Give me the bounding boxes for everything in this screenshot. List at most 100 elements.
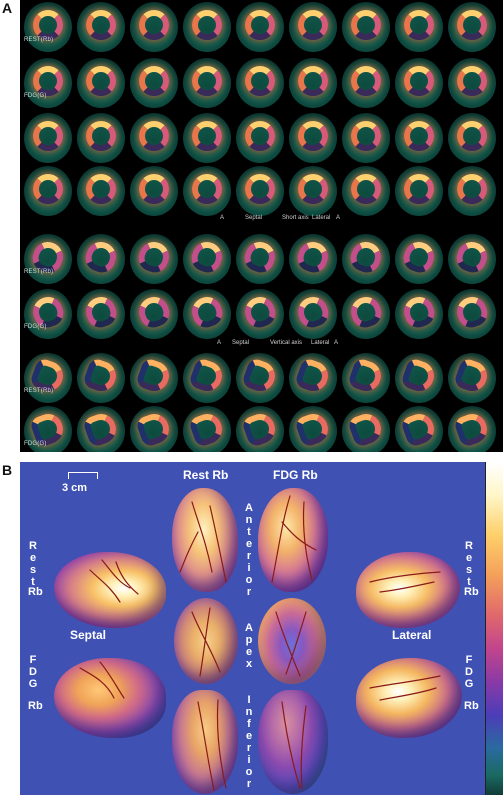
myocardium-uptake <box>457 121 487 151</box>
pet-slice <box>395 353 443 403</box>
heart-fdg-lateral <box>356 658 462 738</box>
rest-rb-top-label: Rest Rb <box>183 468 229 482</box>
pet-slice <box>24 58 72 108</box>
pet-slice <box>395 289 443 339</box>
myocardium-uptake <box>134 356 174 396</box>
pet-slice <box>77 2 125 52</box>
pet-slice <box>24 406 72 452</box>
pet-slice <box>395 234 443 284</box>
heart-fdg-inferior <box>258 690 328 794</box>
heart-fdg-anterior <box>258 488 328 592</box>
myocardium-uptake <box>134 237 174 277</box>
myocardium-uptake <box>452 409 492 449</box>
myocardium-uptake <box>245 66 275 96</box>
pet-slice <box>448 234 496 284</box>
pet-slice <box>395 113 443 163</box>
vertical-axis-caption-right: A <box>334 340 339 346</box>
pet-slice <box>448 113 496 163</box>
myocardium-uptake <box>240 237 280 277</box>
myocardium-uptake <box>452 356 492 396</box>
myocardium-uptake <box>187 237 227 277</box>
pet-slice <box>183 234 231 284</box>
myocardium-uptake <box>33 66 63 96</box>
pet-slice <box>448 289 496 339</box>
myocardium-uptake <box>81 292 121 332</box>
myocardium-uptake <box>457 174 487 204</box>
myocardium-uptake <box>240 356 280 396</box>
myocardium-uptake <box>139 10 169 40</box>
myocardium-uptake <box>81 409 121 449</box>
short-axis-caption-axis: Short axis <box>282 215 309 221</box>
row-label: FDG(G) <box>24 441 47 447</box>
pet-slice <box>236 353 284 403</box>
pet-slice <box>342 166 390 216</box>
short-axis-caption-lateral: Lateral <box>312 215 331 221</box>
myocardium-uptake <box>187 356 227 396</box>
pet-slice <box>183 406 231 452</box>
right-rest-rb-label: Rb <box>464 586 479 598</box>
pet-slice <box>130 234 178 284</box>
slice-row <box>20 165 503 218</box>
pet-slice <box>342 406 390 452</box>
slice-row: FDG(G) <box>20 405 503 452</box>
myocardium-uptake <box>346 237 386 277</box>
myocardium-uptake <box>404 66 434 96</box>
myocardium-uptake <box>245 174 275 204</box>
pet-slice <box>236 113 284 163</box>
myocardium-uptake <box>192 174 222 204</box>
row-label: REST(Rb) <box>24 37 54 43</box>
myocardium-uptake <box>293 409 333 449</box>
pet-slice <box>236 234 284 284</box>
pet-slice <box>236 406 284 452</box>
myocardium-uptake <box>187 292 227 332</box>
myocardium-uptake <box>139 121 169 151</box>
myocardium-uptake <box>452 292 492 332</box>
pet-slice <box>236 289 284 339</box>
myocardium-uptake <box>346 292 386 332</box>
pet-slice <box>77 234 125 284</box>
myocardium-uptake <box>139 66 169 96</box>
myocardium-uptake <box>86 121 116 151</box>
myocardium-uptake <box>86 174 116 204</box>
pet-slice <box>448 406 496 452</box>
pet-slice <box>289 353 337 403</box>
myocardium-uptake <box>192 66 222 96</box>
heart-fdg-septal <box>54 658 166 738</box>
myocardium-uptake <box>298 121 328 151</box>
myocardium-uptake <box>187 409 227 449</box>
pet-slice <box>24 353 72 403</box>
myocardium-uptake <box>351 66 381 96</box>
pet-slice <box>183 166 231 216</box>
vertical-axis-caption-axis: Vertical axis <box>270 340 303 346</box>
pet-slice <box>395 166 443 216</box>
pet-slice <box>289 406 337 452</box>
myocardium-uptake <box>399 356 439 396</box>
myocardium-uptake <box>346 356 386 396</box>
short-axis-caption-septal: Septal <box>245 215 263 221</box>
slice-row: REST(Rb) <box>20 1 503 54</box>
myocardium-uptake <box>399 409 439 449</box>
myocardium-uptake <box>33 174 63 204</box>
panel-b-label: B <box>2 462 13 478</box>
myocardium-uptake <box>81 356 121 396</box>
pet-slice <box>183 58 231 108</box>
pet-slice <box>183 2 231 52</box>
short-axis-caption-left: A <box>220 215 225 221</box>
myocardium-uptake <box>351 174 381 204</box>
pet-slice <box>183 113 231 163</box>
myocardium-uptake <box>293 356 333 396</box>
lateral-label: Lateral <box>392 628 432 642</box>
scale-bar <box>68 472 98 479</box>
heart-rest-anterior <box>172 488 238 592</box>
myocardium-uptake <box>81 237 121 277</box>
myocardium-uptake <box>192 10 222 40</box>
pet-slice <box>236 166 284 216</box>
pet-slice <box>130 353 178 403</box>
pet-slice <box>342 2 390 52</box>
myocardium-uptake <box>346 409 386 449</box>
